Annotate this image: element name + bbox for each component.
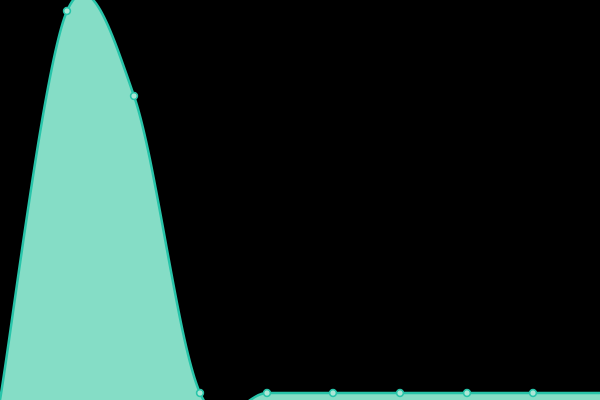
data-point-marker[interactable] xyxy=(62,6,72,16)
data-point-marker[interactable] xyxy=(462,388,472,398)
data-point-marker[interactable] xyxy=(195,388,205,398)
data-point-marker[interactable] xyxy=(395,388,405,398)
data-point-marker[interactable] xyxy=(129,91,139,101)
data-point-marker[interactable] xyxy=(262,388,272,398)
data-point-marker[interactable] xyxy=(328,388,338,398)
data-point-markers xyxy=(62,6,538,398)
data-point-marker[interactable] xyxy=(528,388,538,398)
